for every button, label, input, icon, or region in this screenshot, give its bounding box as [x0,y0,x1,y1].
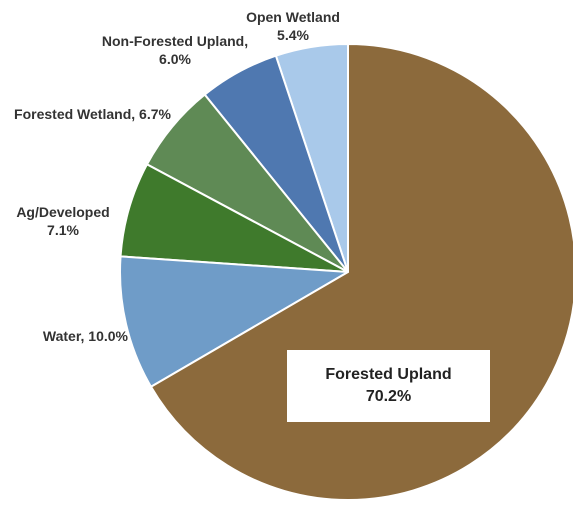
value-label: 7.1% [47,222,79,238]
slice-label: Forested Upland 70.2% [287,350,490,422]
category-label: Non-Forested Upland, [101,33,249,49]
category-label: Forested Wetland, [14,106,136,122]
category-label: Forested Upland [325,366,452,383]
pie-slice [119,255,352,389]
category-label: Water, [42,328,85,344]
value-label: 10.0% [88,328,128,344]
value-label: 70.2% [365,388,412,405]
slice-label: Ag/Developed 7.1% [8,203,118,239]
slice-label: Forested Wetland, 6.7% [10,105,175,123]
slice-label: Water, 10.0% [0,327,128,345]
value-label: 6.0% [159,51,191,67]
category-label: Ag/Developed [16,204,110,220]
value-label: 6.7% [139,106,171,122]
value-label: 5.4% [277,27,309,43]
slice-label: Non-Forested Upland, 6.0% [100,32,250,68]
slice-label: Open Wetland 5.4% [238,8,348,44]
category-label: Open Wetland [246,9,340,25]
